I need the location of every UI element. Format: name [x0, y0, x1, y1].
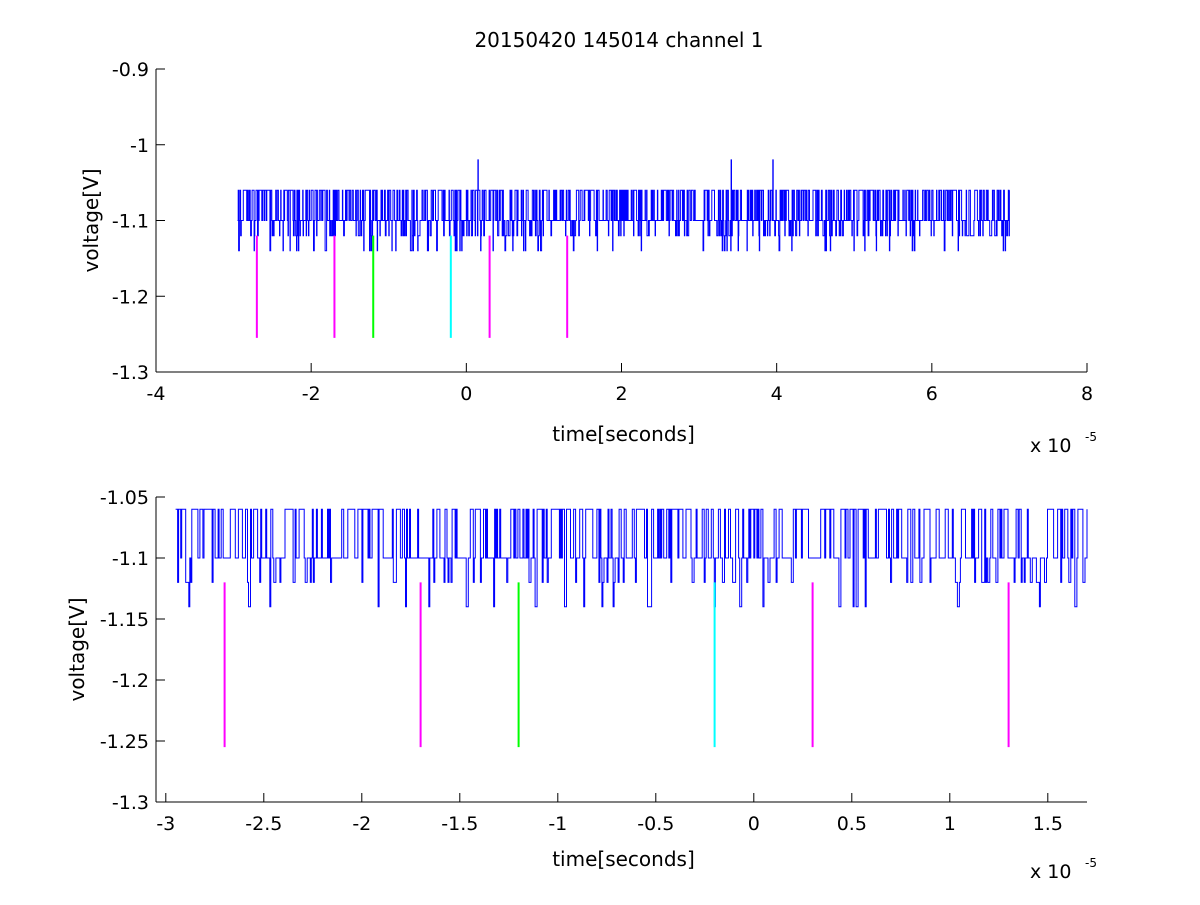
y-axis-label: voltage[V]: [79, 168, 103, 272]
y-tick-label: -1.2: [112, 286, 149, 308]
x-multiplier-exponent: -5: [1085, 856, 1097, 870]
x-multiplier-exponent: -5: [1085, 430, 1097, 444]
x-tick-label: 6: [926, 383, 938, 405]
y-tick-label: -1.1: [112, 211, 149, 233]
y-axis-label: voltage[V]: [65, 597, 89, 701]
signal-series-line: [237, 159, 1010, 252]
y-tick-label: -1.1: [112, 548, 149, 570]
x-tick-label: 0: [748, 813, 760, 835]
x-tick-label: 1.5: [1033, 813, 1063, 835]
bottom-panel: -1.3 -1.25 -1.2 -1.15 -1.1 -1.05 -3 -2.5 -2 -1.5 -…: [65, 487, 1097, 883]
y-tick-label: -1: [130, 135, 149, 157]
y-tick-label: -1.15: [100, 609, 149, 631]
x-tick-label: -2: [352, 813, 371, 835]
x-multiplier-label: x 10: [1030, 861, 1071, 883]
chart-title: 20150420 145014 channel 1: [474, 28, 763, 52]
y-tick-label: -0.9: [112, 59, 149, 81]
y-tick-label: -1.25: [100, 731, 149, 753]
x-tick-label: 8: [1081, 383, 1093, 405]
x-tick-label: 0.5: [837, 813, 867, 835]
x-multiplier-label: x 10: [1030, 435, 1071, 457]
y-tick-label: -1.05: [100, 487, 149, 509]
x-tick-label: 2: [615, 383, 627, 405]
x-tick-label: -0.5: [637, 813, 674, 835]
x-tick-label: -1: [548, 813, 567, 835]
top-panel: -1.3 -1.2 -1.1 -1 -0.9 -4 -2 0 2 4 6 8 time[seconds]…: [79, 59, 1097, 457]
y-tick-label: -1.3: [112, 792, 149, 814]
x-tick-label: -4: [147, 383, 166, 405]
x-tick-label: -2.5: [245, 813, 282, 835]
y-tick-label: -1.3: [112, 362, 149, 384]
x-tick-label: 0: [460, 383, 472, 405]
x-axis-label: time[seconds]: [552, 422, 695, 446]
x-tick-label: 1: [944, 813, 956, 835]
x-tick-label: -3: [156, 813, 175, 835]
x-axis-label: time[seconds]: [552, 847, 695, 871]
x-tick-label: 4: [771, 383, 783, 405]
y-tick-label: -1.2: [112, 670, 149, 692]
signal-series-line: [175, 508, 1088, 608]
x-tick-label: -1.5: [441, 813, 478, 835]
x-tick-label: -2: [302, 383, 321, 405]
